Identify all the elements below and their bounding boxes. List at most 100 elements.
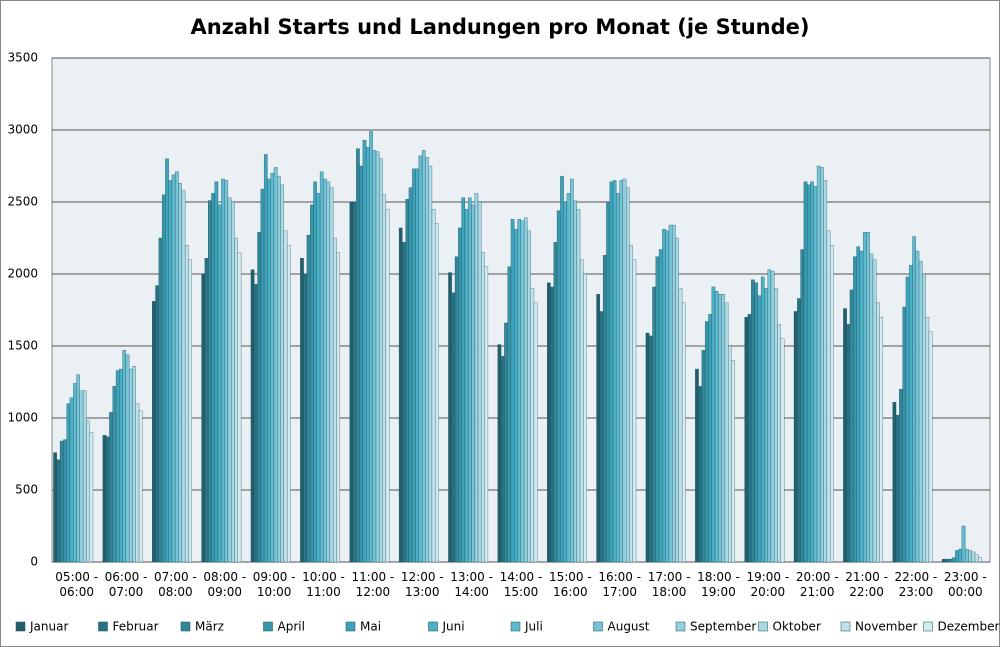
y-tick-label: 3000 [7,123,38,137]
bar [79,390,84,563]
bar [955,550,959,563]
x-tick-label-box: 10:00 - 11:00 [302,570,345,599]
bar [655,256,660,563]
bar [830,245,834,563]
bar [678,288,683,563]
y-tick-label: 1000 [7,411,38,425]
bar [675,237,679,563]
bar [576,209,581,563]
bar [629,245,633,563]
bar [234,237,238,563]
y-tick-label: 3500 [7,51,38,65]
x-tick-label-box: 17:00 - 18:00 [648,570,691,599]
bar [277,175,281,563]
bar [958,548,963,563]
bar [231,201,235,563]
x-tick-label: 06:00 - 07:00 [104,570,148,599]
legend-swatch [345,621,356,632]
bar [109,412,113,563]
bar [464,209,469,563]
bar [948,558,953,563]
bar [425,157,429,563]
x-tick-label: 12:00 - 13:00 [400,570,444,599]
bar [254,283,258,563]
bar [379,158,383,563]
bar [181,190,186,563]
bar [112,386,117,563]
y-tick-label: 1500 [7,339,38,353]
bar [945,558,949,563]
legend-label: April [278,620,305,634]
y-tick-label: 500 [15,483,38,497]
bar [227,197,232,563]
bar [797,298,801,563]
legend-swatch [923,621,933,632]
x-tick-label: 11:00 - 12:00 [351,570,395,599]
bar [362,139,367,563]
x-tick-label-box: 05:00 - 06:00 [55,570,98,599]
bar [500,355,505,563]
x-tick-label-box: 21:00 - 22:00 [845,570,888,599]
bar [435,223,439,563]
legend-label: Juni [442,620,465,634]
bar [461,197,466,563]
bar [866,232,870,563]
x-tick-label: 16:00 - 17:00 [598,570,642,599]
bar [823,180,828,563]
bar [326,181,331,563]
legend-label: Juli [524,620,543,634]
bar [968,550,972,563]
bar [609,181,614,563]
x-tick-label: 15:00 - 16:00 [548,570,592,599]
bar [800,249,805,563]
bar [59,440,64,563]
x-tick-label: 21:00 - 22:00 [845,570,888,599]
bar [892,402,897,563]
bar [129,368,133,563]
bar [810,181,814,563]
bar [965,548,969,563]
bar [925,317,930,563]
legend-swatch [180,621,191,632]
bar [204,258,209,563]
bar [530,288,535,563]
bar [161,194,166,563]
legend-label: August [608,620,650,634]
bar [287,245,291,563]
bar [102,435,107,563]
bar [217,204,222,563]
bar [135,403,140,563]
bar [550,286,554,563]
legend-label: März [195,620,224,634]
bar [951,557,956,563]
bar [428,165,433,563]
bar [918,260,923,563]
bar [547,282,551,563]
bar [862,232,867,563]
bar [263,154,268,563]
bar [237,252,242,563]
x-tick-label-box: 07:00 - 08:00 [154,570,197,599]
bar [155,285,159,563]
x-tick-label: 18:00 - 19:00 [697,570,740,599]
legend-swatch [675,621,686,632]
bar [612,180,617,563]
bar [606,201,610,563]
bar [665,230,670,563]
bar [619,180,624,563]
bar [721,294,726,563]
bar [764,288,768,563]
x-tick-label-box: 16:00 - 17:00 [598,570,642,599]
bar [125,354,130,563]
bar [711,286,716,563]
bar [138,410,143,563]
bar [803,181,808,563]
bar [474,193,479,563]
bar [477,201,482,563]
bar [280,184,285,563]
bar [695,368,699,563]
bar [760,276,765,563]
x-tick-label: 20:00 - 21:00 [795,570,839,599]
x-tick-label-box: 11:00 - 12:00 [351,570,395,599]
bar [928,331,933,563]
